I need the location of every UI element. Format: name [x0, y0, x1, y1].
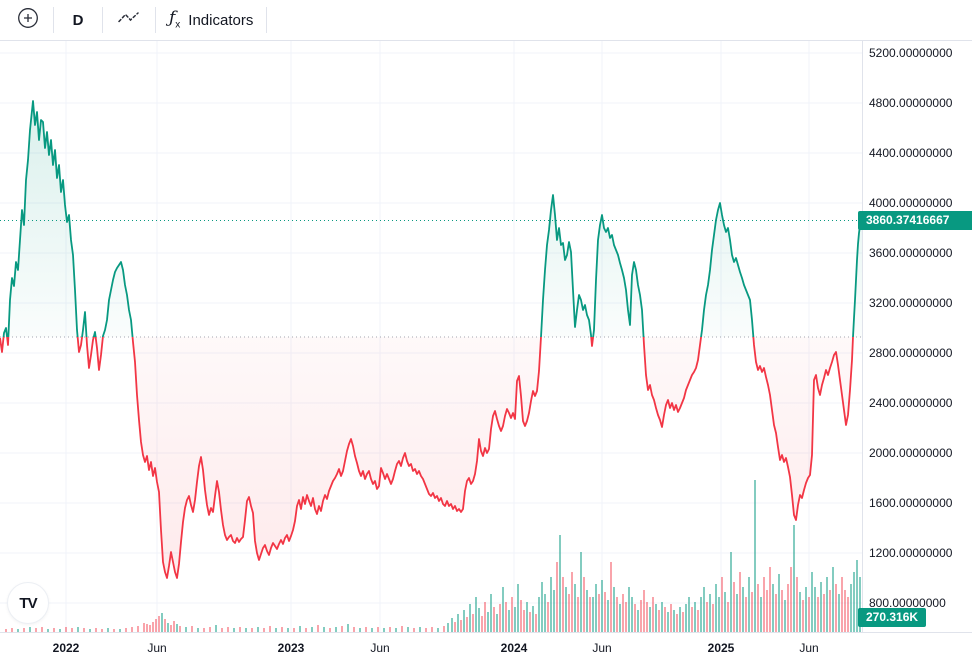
price-chart-svg[interactable]	[0, 40, 862, 632]
time-tick-label: 2023	[277, 641, 305, 655]
time-tick-label: Jun	[147, 641, 167, 655]
price-tick-label: 1600.00000000	[869, 496, 953, 510]
price-tick-label: 4400.00000000	[869, 146, 953, 160]
last-price-value: 3860.37416667	[866, 212, 950, 227]
toolbar-separator	[102, 7, 103, 33]
circle-plus-icon	[16, 6, 40, 34]
toolbar-separator	[53, 7, 54, 33]
price-axis-border	[862, 40, 863, 663]
price-tick-label: 4000.00000000	[869, 196, 953, 210]
price-line-green	[2, 100, 862, 337]
interval-label: D	[72, 11, 84, 29]
time-tick-label: 2024	[500, 641, 528, 655]
price-tick-label: 2800.00000000	[869, 346, 953, 360]
price-tick-label: 2400.00000000	[869, 396, 953, 410]
time-axis[interactable]: 2022 Jun 2023 Jun 2024 Jun 2025 Jun	[0, 632, 972, 663]
indicators-button[interactable]: ƒx Indicators	[163, 4, 259, 36]
volume-bars	[5, 480, 861, 632]
time-tick-label: 2022	[52, 641, 80, 655]
volume-badge: 270.316K	[858, 608, 927, 627]
chart-toolbar: D ƒx Indicators	[0, 0, 972, 41]
chart-style-button[interactable]	[110, 4, 148, 36]
fx-icon: ƒx	[169, 7, 181, 31]
price-tick-label: 800.00000000	[869, 596, 946, 610]
time-tick-label: Jun	[592, 641, 612, 655]
price-tick-label: 4800.00000000	[869, 96, 953, 110]
price-tick-label: 3600.00000000	[869, 246, 953, 260]
tradingview-logo-mark: TV	[19, 594, 37, 612]
time-tick-label: Jun	[370, 641, 390, 655]
chart-pane[interactable]	[0, 40, 862, 632]
indicators-label: Indicators	[188, 11, 254, 29]
price-tick-label: 3200.00000000	[869, 296, 953, 310]
toolbar-separator	[155, 7, 156, 33]
baseline-fills	[0, 101, 862, 578]
price-axis[interactable]: 3860.37416667 270.316K 5200.00000000 4800…	[858, 40, 972, 632]
tradingview-logo[interactable]: TV	[7, 582, 49, 624]
last-price-badge: 3860.37416667	[858, 210, 972, 230]
time-tick-label: 2025	[707, 641, 735, 655]
interval-button[interactable]: D	[61, 4, 95, 36]
time-tick-label: Jun	[799, 641, 819, 655]
price-tick-label: 2000.00000000	[869, 446, 953, 460]
volume-value: 270.316K	[866, 610, 919, 624]
compare-button[interactable]	[10, 4, 46, 36]
price-tick-label: 5200.00000000	[869, 46, 953, 60]
price-line-red	[0, 337, 854, 579]
price-line	[0, 100, 862, 579]
chart-style-icon	[116, 6, 142, 34]
toolbar-separator	[266, 7, 268, 33]
price-tick-label: 1200.00000000	[869, 546, 953, 560]
